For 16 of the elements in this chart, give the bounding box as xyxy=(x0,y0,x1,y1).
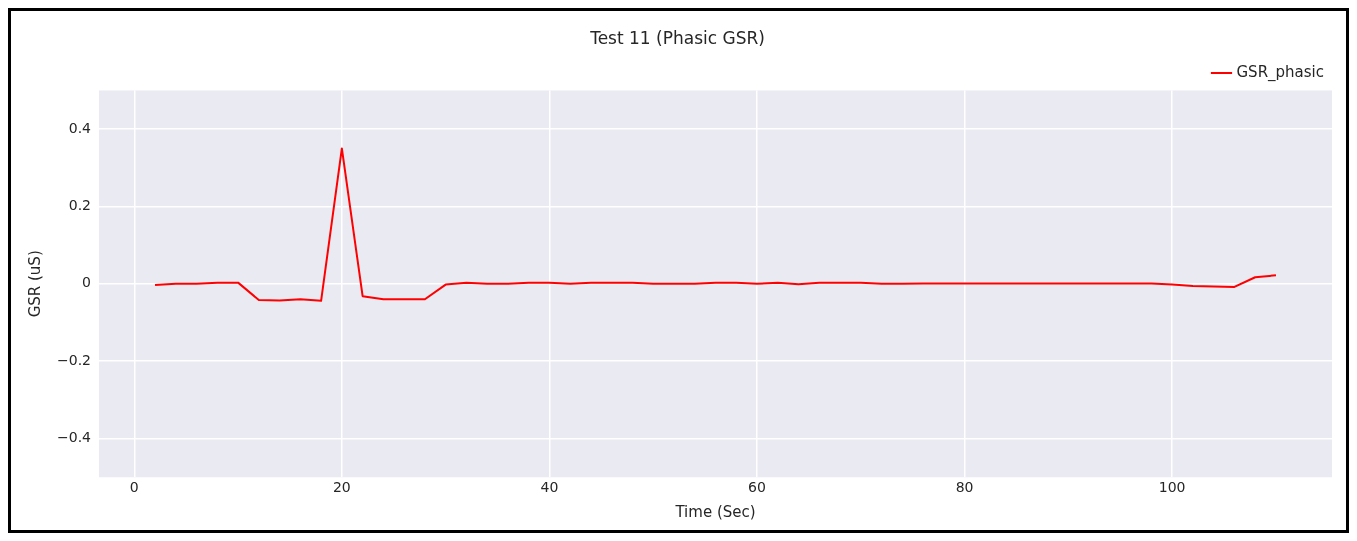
legend-label: GSR_phasic xyxy=(1236,62,1325,82)
x-tick-label: 20 xyxy=(332,479,351,496)
x-axis-title: Time (Sec) xyxy=(674,502,756,521)
y-axis-title: GSR (uS) xyxy=(25,250,44,318)
frame: Time (Sec) GSR (uS) GSR_phasic Test 11 (Phasic GSR) 0 20 40 60 80 100 −0.4 −0.2 0 0.2 0.4 xyxy=(8,8,1349,533)
y-tick-label: 0.2 xyxy=(68,197,91,214)
x-tick-label: 100 xyxy=(1158,479,1186,496)
y-tick-label: −0.2 xyxy=(57,351,91,368)
y-tick-label: 0.4 xyxy=(68,119,92,136)
y-tick-label: −0.4 xyxy=(57,429,92,446)
x-tick-label: 60 xyxy=(748,479,766,496)
chart-title: Test 11 (Phasic GSR) xyxy=(589,27,765,48)
x-tick-label: 40 xyxy=(540,479,559,496)
x-tick-label: 0 xyxy=(129,479,139,496)
x-tick-label: 80 xyxy=(955,479,974,496)
y-tick-label: 0 xyxy=(82,274,91,291)
